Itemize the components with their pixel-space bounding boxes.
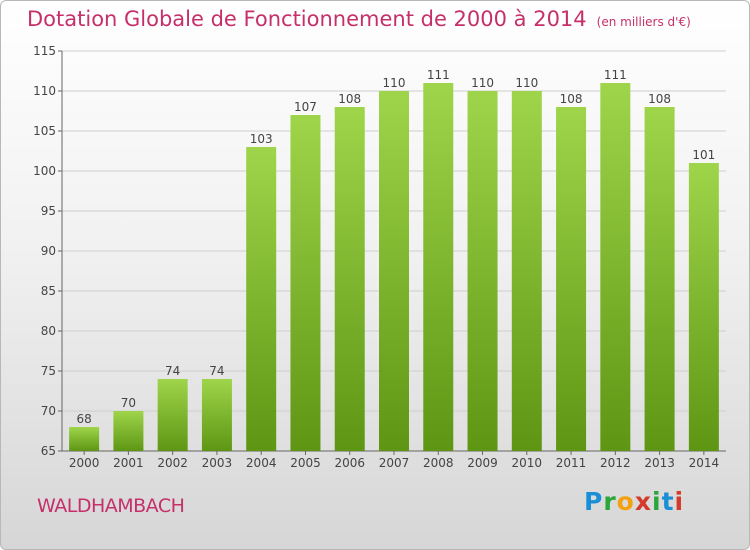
chart-title: Dotation Globale de Fonctionnement de 20… [27, 7, 691, 31]
y-tick-label: 80 [41, 324, 56, 338]
x-tick-label: 2002 [157, 456, 188, 470]
x-tick-label: 2000 [69, 456, 100, 470]
bar-2007 [379, 91, 409, 451]
data-label: 107 [294, 100, 317, 114]
data-label: 74 [165, 364, 180, 378]
bar-2000 [69, 427, 100, 451]
x-tick-label: 2013 [644, 456, 675, 470]
x-tick-label: 2009 [467, 456, 498, 470]
bar-2002 [157, 379, 188, 451]
x-tick-label: 2005 [290, 456, 321, 470]
bar-2009 [467, 91, 498, 451]
x-tick-label: 2011 [556, 456, 587, 470]
bar-2004 [246, 147, 277, 451]
bar-2001 [113, 411, 144, 451]
data-label: 110 [383, 76, 406, 90]
x-tick-label: 2001 [113, 456, 144, 470]
x-tick-label: 2007 [379, 456, 410, 470]
x-tick-label: 2003 [202, 456, 233, 470]
y-tick-label: 100 [33, 164, 56, 178]
y-tick-label: 105 [33, 124, 56, 138]
chart-unit: (en milliers d'€) [596, 15, 691, 29]
data-label: 108 [648, 92, 671, 106]
x-tick-label: 2012 [600, 456, 631, 470]
commune-name: WALDHAMBACH [37, 495, 185, 517]
bar-2012 [600, 83, 631, 451]
x-tick-label: 2014 [689, 456, 720, 470]
data-label: 111 [604, 68, 627, 82]
chart-title-text: Dotation Globale de Fonctionnement de 20… [27, 7, 587, 31]
x-tick-label: 2008 [423, 456, 454, 470]
y-tick-label: 85 [41, 284, 56, 298]
data-label: 68 [76, 412, 91, 426]
bar-2008 [423, 83, 454, 451]
bar-2010 [511, 91, 542, 451]
data-label: 108 [338, 92, 361, 106]
data-label: 70 [121, 396, 136, 410]
bar-2011 [556, 107, 587, 451]
y-tick-label: 115 [33, 44, 56, 58]
data-label: 101 [692, 148, 715, 162]
bar-2006 [334, 107, 365, 451]
y-tick-label: 95 [41, 204, 56, 218]
data-label: 110 [471, 76, 494, 90]
proxiti-logo: Proxiti [584, 487, 685, 516]
data-label: 74 [209, 364, 224, 378]
data-label: 111 [427, 68, 450, 82]
x-tick-label: 2006 [334, 456, 365, 470]
bar-2014 [688, 163, 719, 451]
bar-2003 [201, 379, 232, 451]
y-tick-label: 65 [41, 444, 56, 458]
y-tick-label: 110 [33, 84, 56, 98]
bar-2013 [644, 107, 675, 451]
y-tick-label: 75 [41, 364, 56, 378]
y-tick-label: 90 [41, 244, 56, 258]
x-tick-label: 2004 [246, 456, 277, 470]
x-tick-label: 2010 [512, 456, 543, 470]
data-label: 110 [515, 76, 538, 90]
data-label: 103 [250, 132, 273, 146]
bar-2005 [290, 115, 321, 451]
data-label: 108 [560, 92, 583, 106]
y-tick-label: 70 [41, 404, 56, 418]
